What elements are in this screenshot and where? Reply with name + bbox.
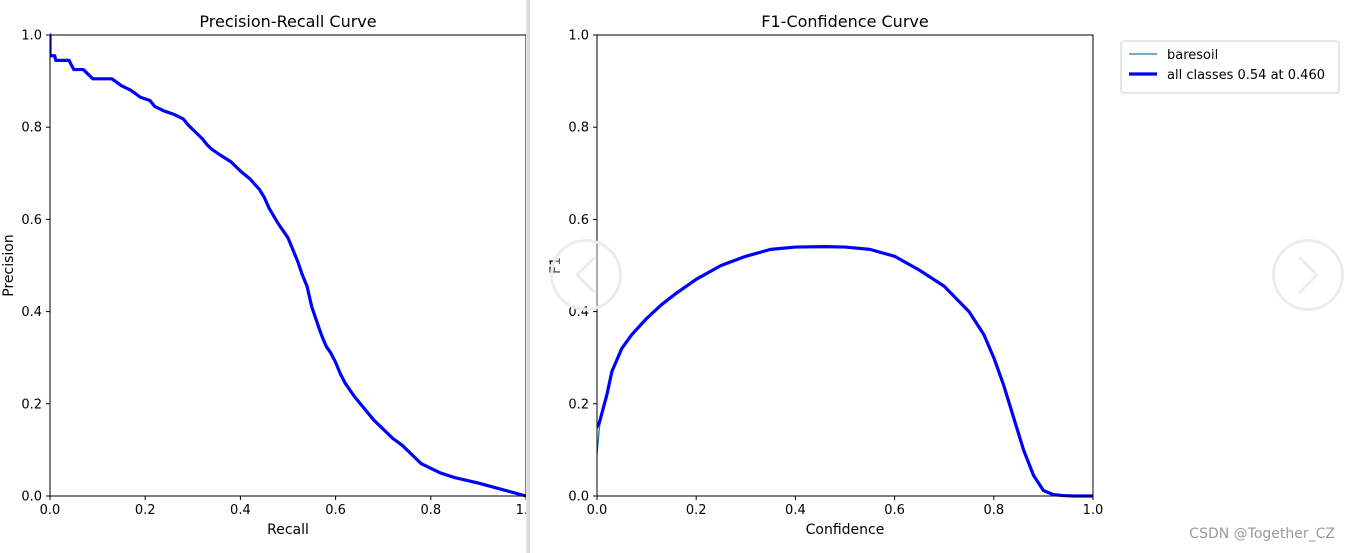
x-tick-label: 1.0 <box>516 503 528 518</box>
x-axis-label: Recall <box>267 522 309 538</box>
y-tick-label: 1.0 <box>568 29 589 44</box>
panel-divider <box>526 0 532 553</box>
y-tick-label: 0.4 <box>21 305 42 320</box>
chevron-right-icon <box>1298 256 1319 294</box>
y-tick-label: 0.2 <box>21 397 42 412</box>
y-tick-label: 0.0 <box>21 490 42 505</box>
axes-frame <box>49 34 527 497</box>
legend: baresoil all classes 0.54 at 0.460 <box>1120 40 1340 94</box>
plot-area <box>50 33 526 498</box>
plot-area <box>597 245 1093 498</box>
y-tick-label: 0.0 <box>568 490 589 505</box>
x-axis-label: Confidence <box>806 522 885 538</box>
f1-confidence-panel: F1-Confidence Curve 0.0 0.2 0.4 0.6 0.8 1.0 0.0… <box>530 0 1351 553</box>
previous-image-button[interactable] <box>550 239 622 311</box>
x-tick-label: 0.4 <box>785 503 806 518</box>
series-line-1 <box>597 245 1093 498</box>
x-tick-label: 0.2 <box>135 503 156 518</box>
f1-confidence-chart: F1-Confidence Curve 0.0 0.2 0.4 0.6 0.8 1.0 0.0… <box>548 12 1340 538</box>
y-tick-label: 1.0 <box>21 29 42 44</box>
y-tick-label: 0.8 <box>568 121 589 136</box>
precision-recall-chart: Precision-Recall Curve 0.0 0.2 0.4 0.6 0.8 1.0… <box>1 12 528 538</box>
x-tick-label: 0.2 <box>686 503 707 518</box>
next-image-button[interactable] <box>1272 239 1344 311</box>
legend-entry: baresoil <box>1167 48 1218 63</box>
watermark: CSDN @Together_CZ <box>1189 526 1335 542</box>
legend-box <box>1120 40 1340 94</box>
x-tick-label: 1.0 <box>1083 503 1104 518</box>
y-axis-label: Precision <box>1 234 17 296</box>
y-tick-label: 0.6 <box>21 213 42 228</box>
x-tick-label: 0.6 <box>325 503 346 518</box>
precision-recall-panel: Precision-Recall Curve 0.0 0.2 0.4 0.6 0.8 1.0… <box>0 0 528 553</box>
chevron-left-icon <box>575 256 596 294</box>
y-tick-label: 0.6 <box>568 213 589 228</box>
x-tick-label: 0.8 <box>420 503 441 518</box>
x-tick-label: 0.4 <box>230 503 251 518</box>
chart-title: Precision-Recall Curve <box>199 12 376 31</box>
x-tick-label: 0.0 <box>587 503 608 518</box>
axes-frame <box>596 34 1094 497</box>
x-tick-label: 0.0 <box>40 503 61 518</box>
chart-title: F1-Confidence Curve <box>761 12 928 31</box>
y-tick-label: 0.2 <box>568 397 589 412</box>
x-tick-label: 0.8 <box>983 503 1004 518</box>
x-tick-label: 0.6 <box>884 503 905 518</box>
legend-entry: all classes 0.54 at 0.460 <box>1167 68 1325 83</box>
series-line-0 <box>597 245 1093 497</box>
series-line-0 <box>50 33 526 498</box>
y-tick-label: 0.8 <box>21 121 42 136</box>
